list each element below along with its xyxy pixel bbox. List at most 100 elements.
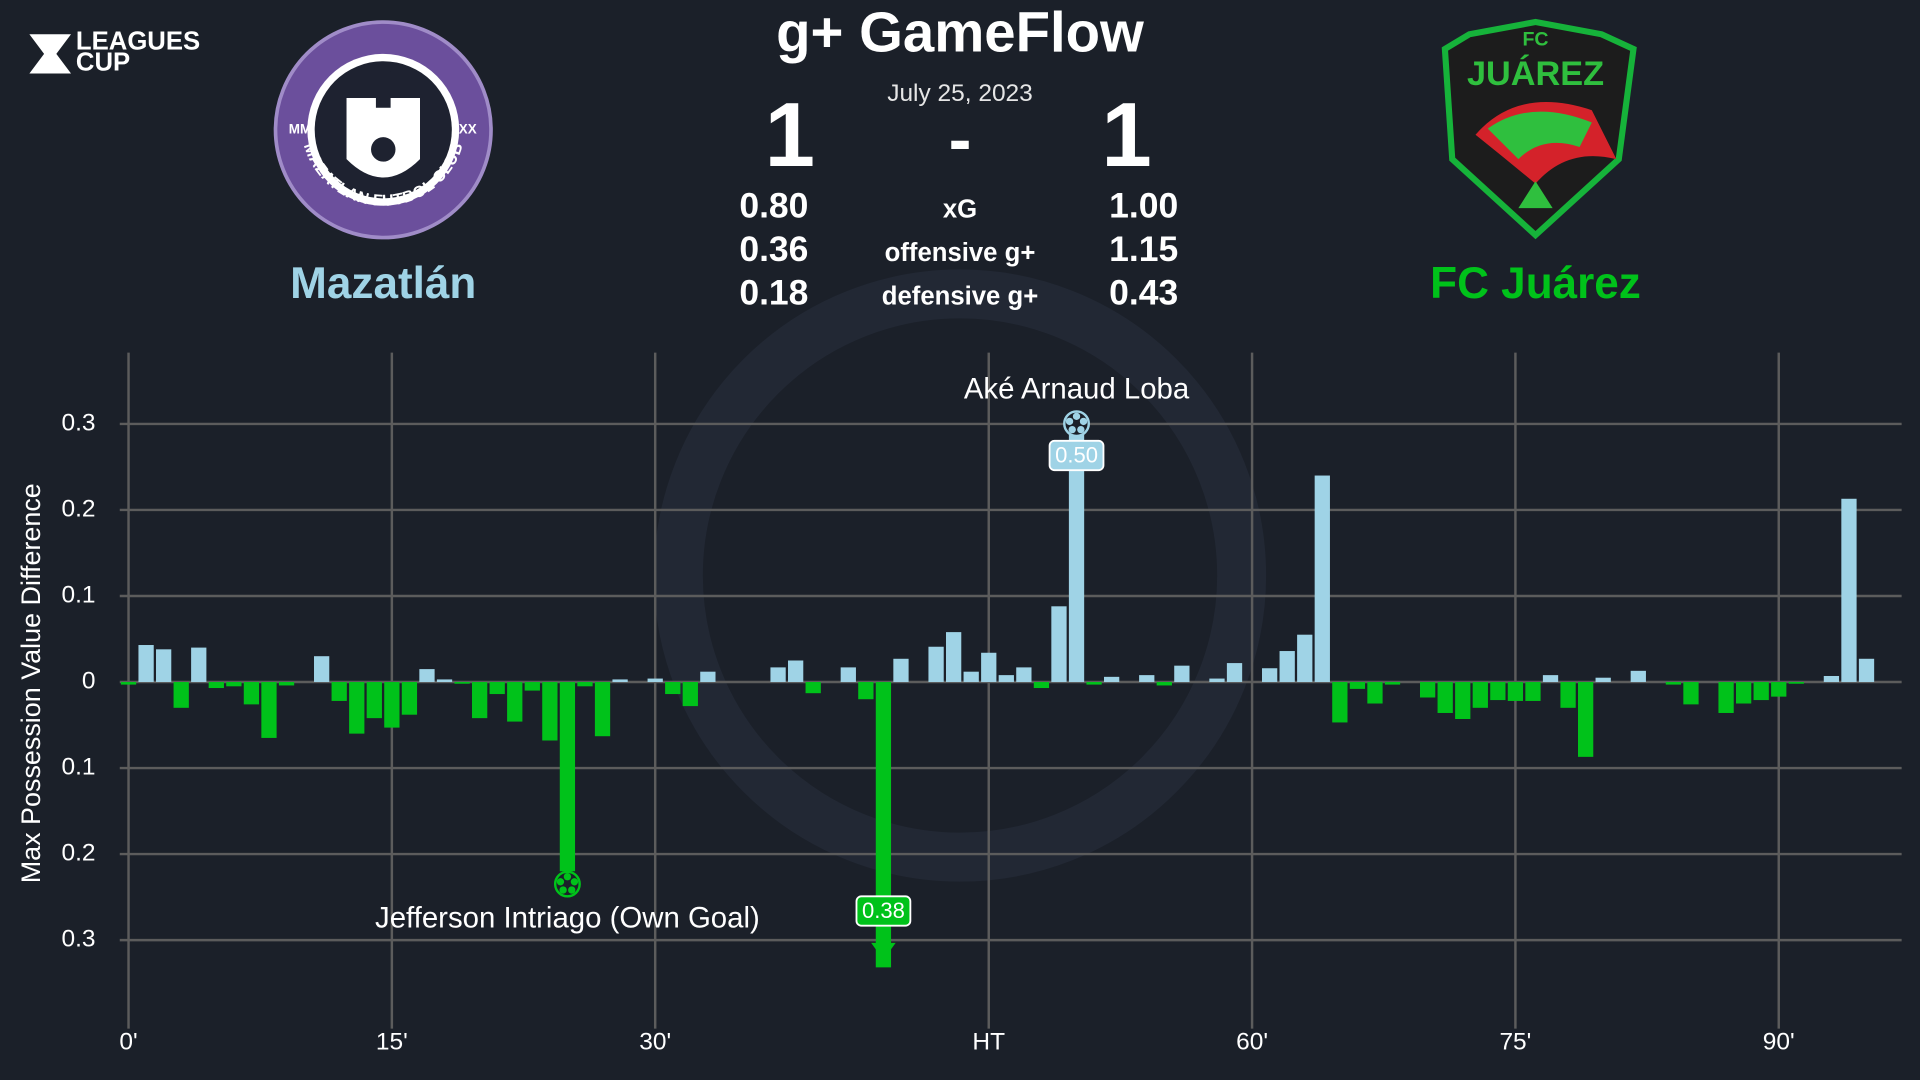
bar — [524, 682, 540, 691]
bar — [559, 682, 576, 872]
bar — [1139, 675, 1155, 683]
title: g+ GameFlow — [776, 1, 1144, 64]
value-label: 0.50 — [1055, 443, 1098, 468]
bar — [1490, 682, 1506, 701]
x-tick-label: 0' — [119, 1029, 137, 1056]
bar — [173, 682, 189, 708]
stat-label: defensive g+ — [882, 282, 1038, 310]
bar — [946, 632, 962, 683]
stat-label: offensive g+ — [885, 239, 1036, 267]
bar — [261, 682, 277, 738]
bar — [1367, 682, 1383, 704]
overflow-arrow — [871, 942, 896, 960]
bar — [454, 682, 470, 684]
bar — [1279, 651, 1295, 683]
bar — [665, 682, 681, 695]
crest-text: JUÁREZ — [1467, 53, 1604, 93]
x-tick-label: 30' — [639, 1029, 671, 1056]
bar — [1226, 663, 1243, 683]
bar — [1419, 682, 1436, 698]
bar — [928, 646, 944, 683]
goal-icon-patch — [570, 878, 579, 886]
goal-icon-patch — [556, 878, 565, 886]
goal-icon-patch — [1077, 425, 1085, 434]
bar — [156, 649, 172, 683]
away-crest: FC JUÁREZ — [1441, 18, 1637, 240]
bar — [1384, 682, 1401, 685]
x-tick-label: 15' — [376, 1029, 408, 1056]
home-stat: 0.80 — [739, 186, 808, 226]
bar — [1086, 682, 1102, 685]
annotation: Aké Arnaud Loba — [964, 372, 1190, 405]
bar — [1262, 668, 1278, 683]
crest-text: FC — [1522, 29, 1548, 51]
stats: 0.80 xG 1.00 0.36 offensive g+ 1.15 0.18 defens… — [739, 186, 1178, 313]
bar — [1297, 634, 1313, 683]
home-stat: 0.36 — [739, 229, 808, 269]
bar — [1051, 606, 1067, 683]
bar — [1630, 670, 1646, 683]
bar — [805, 682, 821, 694]
value-label-box — [1048, 439, 1105, 472]
goal-icon-patch — [1065, 417, 1074, 426]
bar — [1841, 498, 1857, 683]
date: July 25, 2023 — [887, 80, 1033, 107]
bar — [963, 671, 979, 683]
bar — [1104, 676, 1120, 683]
y-tick-label: 0 — [82, 667, 96, 694]
bar — [331, 682, 347, 701]
value-label-box — [855, 895, 912, 927]
bar — [1665, 682, 1682, 685]
y-tick-label: 0.3 — [61, 409, 95, 436]
value-label: 0.38 — [862, 898, 905, 923]
crest-text: MM — [289, 121, 311, 136]
x-tick-label: HT — [972, 1029, 1005, 1056]
bar — [1560, 682, 1576, 708]
bar — [542, 682, 558, 741]
bar — [1507, 682, 1524, 701]
bar — [1209, 678, 1225, 683]
league-logo: LEAGUES CUP — [29, 28, 200, 76]
bar — [682, 682, 698, 707]
overlay: 0.38 0.50 Aké Arnaud Loba Jefferson Intriag… — [375, 372, 1190, 960]
away-stat: 1.00 — [1109, 186, 1178, 226]
bar — [436, 679, 453, 683]
home-team-name: Mazatlán — [290, 259, 476, 308]
y-tick-label: 0.2 — [61, 495, 95, 522]
bar — [1156, 682, 1172, 686]
bar — [1718, 682, 1734, 713]
away-stat: 0.43 — [1109, 272, 1178, 312]
bar — [577, 682, 593, 687]
goal-icon-patch — [559, 886, 567, 894]
bar — [507, 682, 523, 722]
bar — [419, 669, 435, 683]
y-tick-label: 0.1 — [61, 581, 95, 608]
bar — [1542, 675, 1559, 683]
goal-icon-patch — [563, 873, 572, 881]
bar — [1788, 682, 1804, 684]
bar — [770, 667, 786, 683]
bar — [191, 647, 207, 683]
y-axis-label: Max Possession Value Difference — [16, 483, 46, 883]
bar — [1016, 667, 1032, 683]
league-logo-text: CUP — [76, 48, 130, 76]
away-score: 1 — [1101, 85, 1151, 186]
away-team-name: FC Juárez — [1430, 259, 1641, 308]
bar — [700, 671, 716, 683]
goal-icon — [1063, 410, 1090, 438]
away-stat: 1.15 — [1109, 229, 1178, 269]
y-tick-label: 0.3 — [61, 926, 95, 953]
x-tick-label: 90' — [1763, 1029, 1795, 1056]
bar — [1823, 675, 1840, 683]
bar — [243, 682, 260, 705]
annotation: Jefferson Intriago (Own Goal) — [375, 901, 760, 934]
bar — [489, 682, 505, 695]
bar — [788, 660, 804, 683]
stat-label: xG — [943, 195, 977, 223]
bar — [858, 682, 874, 700]
bar — [612, 679, 628, 683]
bar — [366, 682, 382, 719]
bar — [1577, 682, 1594, 757]
